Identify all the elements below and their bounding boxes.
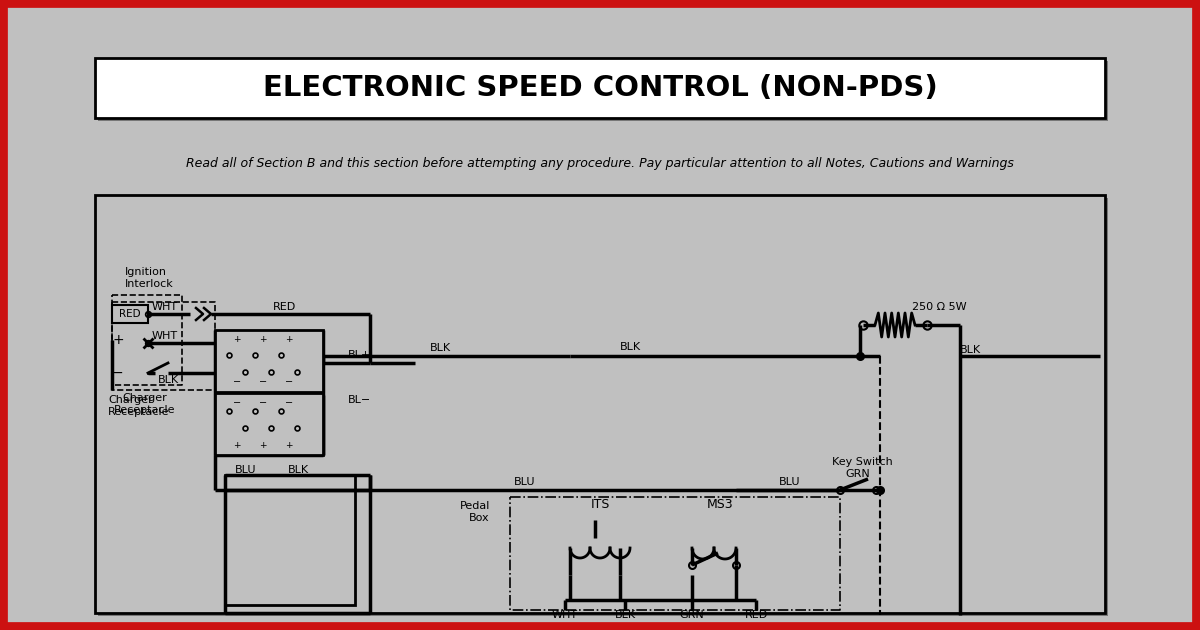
Text: RED: RED [274, 302, 296, 312]
Text: −: − [284, 377, 293, 387]
Text: ITS: ITS [590, 498, 610, 512]
Text: WHT: WHT [552, 610, 578, 620]
Text: BLK: BLK [619, 342, 641, 352]
Bar [215, 393, 323, 455]
Text: GRN: GRN [846, 469, 870, 479]
Text: −: − [259, 377, 268, 387]
Text: 250 Ω 5W: 250 Ω 5W [912, 302, 967, 312]
Text: WHT: WHT [152, 331, 178, 341]
Text: RED: RED [119, 309, 140, 319]
Bar [95, 58, 1105, 118]
Text: +: + [259, 336, 266, 345]
Text: RED: RED [744, 610, 768, 620]
Text: GRN: GRN [679, 610, 704, 620]
Text: BLK: BLK [960, 345, 980, 355]
Text: Read all of Section B and this section before attempting any procedure. Pay part: Read all of Section B and this section b… [186, 156, 1014, 169]
Text: BLK: BLK [614, 610, 636, 620]
Text: −: − [259, 398, 268, 408]
Text: +: + [112, 333, 124, 347]
Text: −: − [233, 377, 241, 387]
Text: +: + [286, 336, 293, 345]
Text: −: − [112, 366, 124, 380]
Bar [98, 61, 1108, 121]
Bar [112, 305, 148, 323]
Text: +: + [259, 440, 266, 449]
Text: BL−: BL− [348, 395, 371, 405]
Text: MS3: MS3 [707, 498, 733, 512]
Text: −: − [284, 398, 293, 408]
Text: −: − [233, 398, 241, 408]
Text: BLU: BLU [515, 477, 535, 487]
Text: Key Switch: Key Switch [832, 457, 893, 467]
Text: BLK: BLK [288, 465, 308, 475]
Text: BL+: BL+ [348, 350, 371, 360]
Text: BLU: BLU [779, 477, 800, 487]
Bar [215, 330, 323, 392]
Bar [98, 198, 1108, 616]
Text: Charger
Receptacle: Charger Receptacle [114, 393, 175, 415]
Bar [95, 195, 1105, 613]
Text: Ignition
Interlock: Ignition Interlock [125, 267, 174, 289]
Text: +: + [233, 336, 241, 345]
Text: +: + [233, 440, 241, 449]
Bar [226, 475, 355, 605]
Text: BLU: BLU [235, 465, 257, 475]
Text: WHT: WHT [152, 302, 178, 312]
Text: +: + [286, 440, 293, 449]
Text: Charger
Receptacle: Charger Receptacle [108, 395, 169, 416]
Text: ELECTRONIC SPEED CONTROL (NON-PDS): ELECTRONIC SPEED CONTROL (NON-PDS) [263, 74, 937, 102]
Text: BLK: BLK [158, 375, 179, 385]
Text: BLK: BLK [430, 343, 450, 353]
Text: Pedal
Box: Pedal Box [460, 501, 490, 523]
